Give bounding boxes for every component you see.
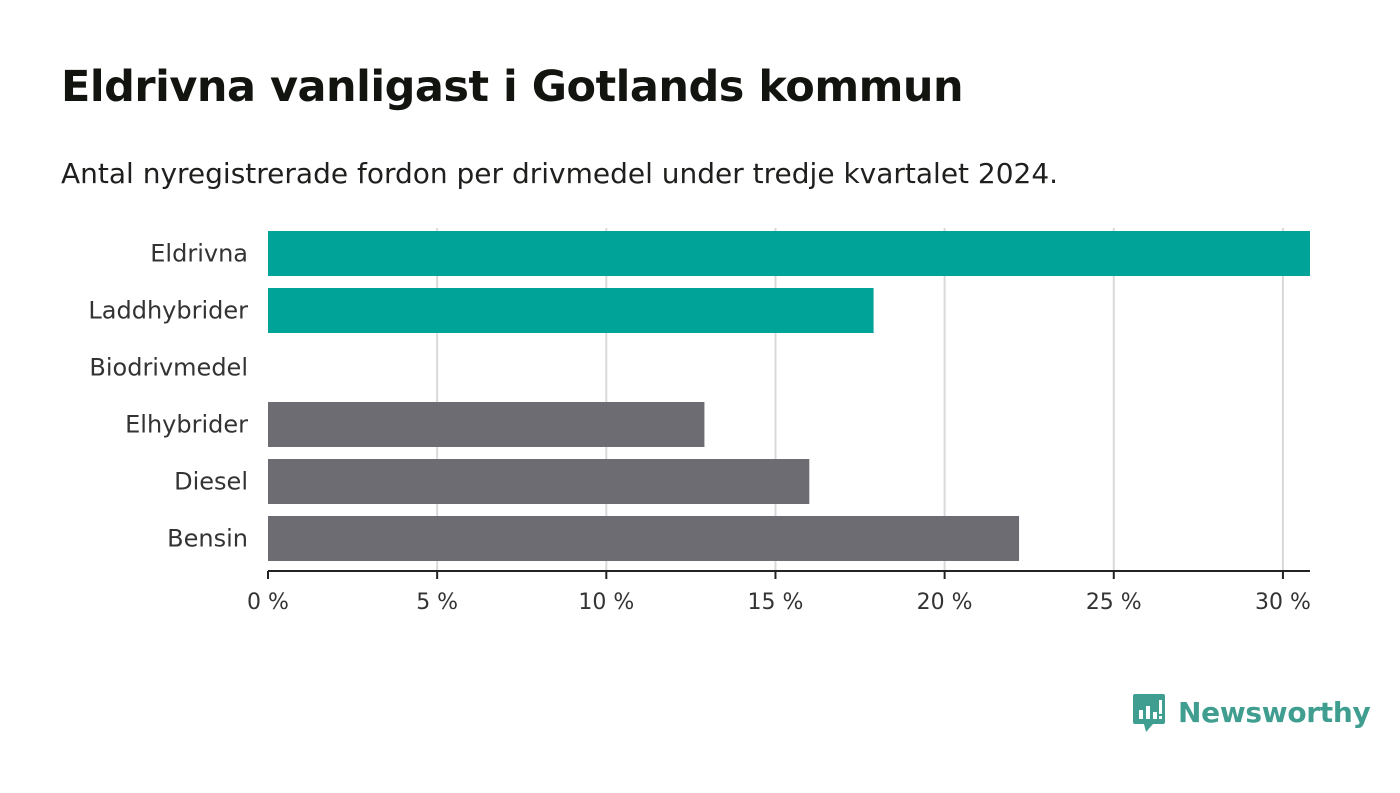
x-tick-label-4: 20 % — [917, 590, 973, 615]
x-tick-label-5: 25 % — [1086, 590, 1142, 615]
newsworthy-logo-icon — [1133, 694, 1165, 732]
x-tick-label-1: 5 % — [416, 590, 458, 615]
bar-elhybrider — [268, 402, 705, 447]
brand-name: Newsworthy — [1178, 695, 1371, 729]
category-label-elhybrider: Elhybrider — [125, 411, 248, 439]
chart-title: Eldrivna vanligast i Gotlands kommun — [61, 62, 964, 112]
category-label-eldrivna: Eldrivna — [150, 240, 248, 268]
category-label-diesel: Diesel — [174, 468, 248, 496]
bar-diesel — [268, 459, 810, 504]
bar-eldrivna — [268, 231, 1310, 276]
category-label-laddhybrider: Laddhybrider — [88, 297, 248, 325]
category-label-biodrivmedel: Biodrivmedel — [89, 354, 248, 382]
category-label-bensin: Bensin — [167, 525, 248, 553]
bar-bensin — [268, 516, 1020, 561]
bar-laddhybrider — [268, 288, 874, 333]
x-tick-label-6: 30 % — [1255, 590, 1311, 615]
x-tick-label-0: 0 % — [247, 590, 289, 615]
brand-logo: Newsworthy — [1132, 692, 1371, 732]
x-tick-label-3: 15 % — [748, 590, 804, 615]
chart-subtitle: Antal nyregistrerade fordon per drivmede… — [61, 157, 1059, 190]
x-tick-label-2: 10 % — [578, 590, 634, 615]
